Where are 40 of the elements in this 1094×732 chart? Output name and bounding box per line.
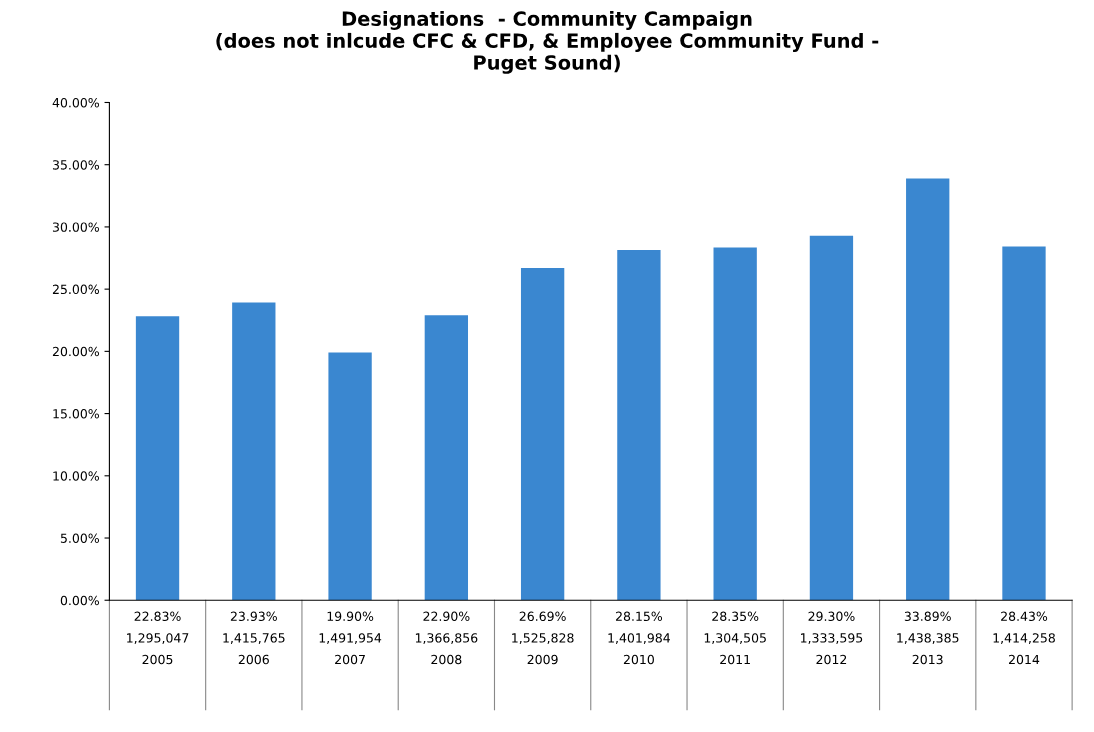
bar [617,249,661,601]
bar [328,352,372,601]
y-tick-label: 0.00% [60,595,99,606]
x-tick-label: 1,333,595 2012 [801,633,863,665]
bar [135,316,180,601]
bar [809,235,854,601]
x-tick-label: 1,401,984 2010 [608,633,670,665]
bar [424,315,469,601]
data-label: 23.93% [230,611,277,622]
bar [1002,246,1046,601]
y-tick-label: 20.00% [52,346,99,357]
y-tick-label: 25.00% [52,284,99,295]
bar [713,247,757,601]
y-tick-label: 5.00% [60,533,99,543]
bar [232,302,276,601]
x-tick-label: 1,525,828 2009 [512,633,574,665]
x-tick-label: 1,304,505 2011 [704,633,766,665]
data-label: 22.83% [134,611,181,622]
x-tick-label: 1,414,258 2014 [993,633,1055,665]
data-label: 28.35% [712,611,759,622]
x-tick-label: 1,415,765 2006 [223,633,285,665]
x-tick-label: 1,295,047 2005 [127,633,189,665]
bar [520,268,565,601]
data-label: 22.90% [423,611,470,622]
data-label: 29.30% [808,611,855,622]
bar [906,178,950,601]
data-label: 33.89% [904,611,951,622]
y-tick-label: 30.00% [52,222,99,232]
x-tick-label: 1,366,856 2008 [415,633,478,665]
data-label: 19.90% [327,611,374,622]
data-label: 28.15% [615,611,663,622]
y-tick-label: 35.00% [52,160,99,170]
y-tick-label: 10.00% [53,471,99,481]
chart-title: Designations - Community Campaign (does not inlcude CFC & CFD, & Employee Community Fund - Puget Sound) [216,10,879,74]
y-tick-label: 40.00% [52,97,99,108]
y-tick-label: 15.00% [53,409,99,419]
data-label: 26.69% [519,611,566,622]
x-tick-label: 1,438,385 2013 [897,633,959,665]
x-tick-label: 1,491,954 2007 [319,633,382,665]
data-label: 28.43% [1001,611,1048,622]
